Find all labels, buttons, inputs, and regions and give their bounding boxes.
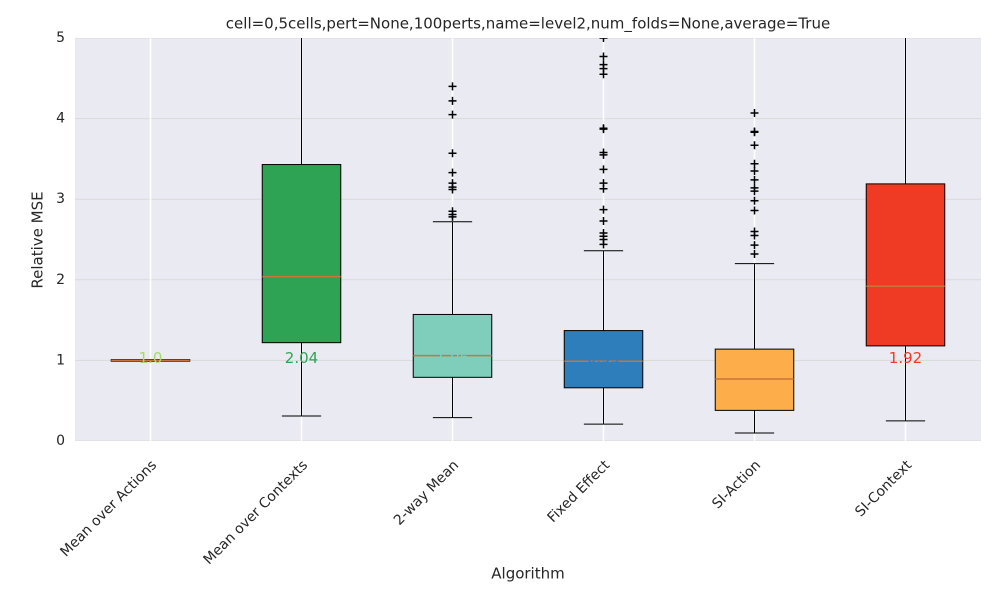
y-tick-label: 3 <box>56 191 65 207</box>
outlier <box>750 250 759 259</box>
outlier <box>599 125 608 134</box>
value-label: 1.06 <box>436 349 469 367</box>
outlier <box>448 82 457 91</box>
outlier <box>750 128 759 137</box>
outlier <box>750 166 759 175</box>
outlier <box>448 168 457 177</box>
box <box>563 330 644 389</box>
value-label: 1.0 <box>139 349 163 367</box>
box <box>714 348 795 411</box>
outlier <box>599 70 608 79</box>
y-tick-label: 1 <box>56 352 65 368</box>
value-label: 1.92 <box>889 349 922 367</box>
y-axis-label: Relative MSE <box>29 191 47 288</box>
x-tick-label: Fixed Effect <box>545 457 614 526</box>
outlier <box>448 96 457 105</box>
x-tick-label: Mean over Actions <box>57 457 160 560</box>
outlier <box>599 205 608 214</box>
y-tick-label: 5 <box>56 30 65 46</box>
plot-area <box>75 38 981 441</box>
outlier <box>448 110 457 119</box>
outlier <box>750 241 759 250</box>
value-label: 0.77 <box>738 349 771 367</box>
box <box>261 164 342 344</box>
y-tick-label: 0 <box>56 433 65 449</box>
outlier <box>750 187 759 196</box>
outlier <box>750 206 759 215</box>
box <box>865 183 946 347</box>
outlier <box>750 175 759 184</box>
outlier <box>599 184 608 193</box>
y-tick-label: 2 <box>56 272 65 288</box>
x-axis-label: Algorithm <box>491 565 564 583</box>
x-tick-label: SI-Context <box>852 457 915 520</box>
outlier <box>599 165 608 174</box>
chart-title: cell=0,5cells,pert=None,100perts,name=le… <box>226 15 830 34</box>
value-label: 2.04 <box>285 349 318 367</box>
outlier <box>750 159 759 168</box>
outlier <box>750 141 759 150</box>
outlier <box>599 52 608 61</box>
outlier <box>750 196 759 205</box>
x-tick-label: SI-Action <box>709 457 764 512</box>
outlier <box>599 216 608 225</box>
outlier <box>750 108 759 117</box>
x-tick-label: Mean over Contexts <box>201 457 312 568</box>
outlier <box>599 38 608 42</box>
outlier <box>448 212 457 221</box>
outlier <box>750 231 759 240</box>
x-tick-label: 2-way Mean <box>391 457 462 528</box>
plot <box>75 38 981 441</box>
y-tick-label: 4 <box>56 111 65 127</box>
outlier <box>599 240 608 249</box>
box <box>412 313 493 378</box>
value-label: 0.99 <box>587 349 620 367</box>
outlier <box>448 185 457 194</box>
outlier <box>448 149 457 158</box>
outlier <box>599 150 608 159</box>
